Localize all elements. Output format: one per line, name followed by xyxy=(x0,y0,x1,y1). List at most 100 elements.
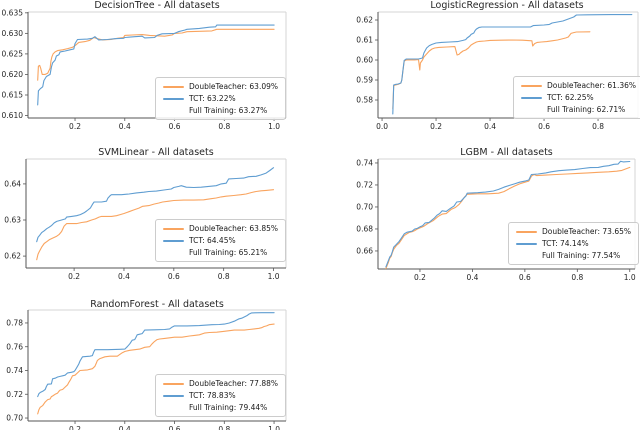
full-training-blank-sample xyxy=(521,109,542,111)
legend-label-tct: TCT: 78.83% xyxy=(188,391,236,400)
svg-text:0.68: 0.68 xyxy=(356,225,373,234)
legend-label-double-teacher: DoubleTeacher: 63.09% xyxy=(188,82,278,91)
legend-label-tct: TCT: 74.14% xyxy=(541,239,589,248)
svg-text:0.4: 0.4 xyxy=(119,425,131,430)
legend-item-double-teacher: DoubleTeacher: 61.36% xyxy=(520,81,636,90)
svg-text:1.0: 1.0 xyxy=(268,425,280,430)
decisiontree-plot-canvas: 0.2 0.4 0.6 0.8 1.0 0.610 0.615 0.620 0.625 0.630… xyxy=(2,8,287,131)
svg-text:0.4: 0.4 xyxy=(484,122,496,131)
svg-text:0.72: 0.72 xyxy=(6,390,23,399)
subplot-decisiontree: DecisionTree - All datasets 0.2 0.4 0.6 0.8… xyxy=(0,0,320,143)
legend-item-double-teacher: DoubleTeacher: 77.88% xyxy=(162,379,278,388)
svg-text:0.4: 0.4 xyxy=(466,273,478,282)
svg-text:0.74: 0.74 xyxy=(356,159,373,168)
logisticregression-plot-canvas: 0.0 0.2 0.4 0.6 0.8 0.58 0.59 0.60 0.61 0.62 xyxy=(356,11,639,131)
double-teacher-line-sample xyxy=(162,85,184,88)
plot-title-lgbm: LGBM - All datasets xyxy=(460,147,553,158)
legend-randomforest: DoubleTeacher: 77.88% TCT: 78.83% Full T… xyxy=(154,374,286,417)
svg-text:0.58: 0.58 xyxy=(356,96,373,105)
svg-text:0.70: 0.70 xyxy=(6,414,23,423)
svg-text:0.0: 0.0 xyxy=(376,122,388,131)
legend-item-tct: TCT: 63.22% xyxy=(162,94,278,103)
plot-title-logisticregression: LogisticRegression - All datasets xyxy=(430,0,584,11)
svg-text:1.0: 1.0 xyxy=(624,273,636,282)
svg-text:0.8: 0.8 xyxy=(571,273,583,282)
svg-text:0.76: 0.76 xyxy=(6,342,23,351)
legend-label-double-teacher: DoubleTeacher: 61.36% xyxy=(546,81,636,90)
svg-text:0.60: 0.60 xyxy=(356,56,373,65)
legend-item-full-training: Full Training: 65.21% xyxy=(163,248,278,257)
svg-text:0.8: 0.8 xyxy=(218,425,230,430)
svg-text:0.62: 0.62 xyxy=(4,252,21,261)
legend-label-full-training: Full Training: 79.44% xyxy=(188,403,268,412)
full-training-blank-sample xyxy=(163,110,184,112)
svg-text:0.2: 0.2 xyxy=(68,272,80,281)
svg-text:0.2: 0.2 xyxy=(430,122,442,131)
legend-label-tct: TCT: 63.22% xyxy=(188,94,236,103)
svg-text:0.6: 0.6 xyxy=(538,122,550,131)
tct-line-sample xyxy=(162,239,184,242)
subplot-lgbm: LGBM - All datasets 0.2 0.4 0.6 0.8 1.0 0.66 0… xyxy=(320,145,640,288)
legend-label-double-teacher: DoubleTeacher: 63.85% xyxy=(188,224,278,233)
double-teacher-line-sample xyxy=(162,227,184,230)
svg-text:0.635: 0.635 xyxy=(2,8,24,17)
svg-text:0.630: 0.630 xyxy=(2,29,24,38)
svg-text:0.78: 0.78 xyxy=(6,319,23,328)
legend-decisiontree: DoubleTeacher: 63.09% TCT: 63.22% Full T… xyxy=(154,77,286,120)
svg-text:0.8: 0.8 xyxy=(218,122,230,131)
legend-lgbm: DoubleTeacher: 73.65% TCT: 74.14% Full T… xyxy=(507,222,639,265)
svg-text:1.0: 1.0 xyxy=(268,272,280,281)
subplot-randomforest: RandomForest - All datasets 0.2 0.4 0.6 0.8… xyxy=(0,288,320,430)
legend-label-full-training: Full Training: 77.54% xyxy=(541,251,621,260)
full-training-blank-sample xyxy=(163,407,184,409)
legend-item-tct: TCT: 74.14% xyxy=(515,239,631,248)
legend-label-tct: TCT: 64.45% xyxy=(188,236,236,245)
svg-text:0.625: 0.625 xyxy=(2,50,24,59)
legend-label-full-training: Full Training: 62.71% xyxy=(546,105,626,114)
svg-text:0.64: 0.64 xyxy=(4,180,21,189)
svg-text:0.6: 0.6 xyxy=(519,273,531,282)
svg-text:0.2: 0.2 xyxy=(69,122,81,131)
svg-text:0.8: 0.8 xyxy=(592,122,604,131)
legend-logisticregression: DoubleTeacher: 61.36% TCT: 62.25% Full T… xyxy=(512,76,640,119)
double-teacher-line-sample xyxy=(515,230,537,233)
legend-item-full-training: Full Training: 62.71% xyxy=(521,105,636,114)
double-teacher-line-sample xyxy=(520,84,542,87)
randomforest-plot-canvas: 0.2 0.4 0.6 0.8 1.0 0.70 0.72 0.74 0.76 0.78 xyxy=(6,309,287,430)
legend-item-double-teacher: DoubleTeacher: 63.09% xyxy=(162,82,278,91)
plot-title-randomforest: RandomForest - All datasets xyxy=(90,299,224,310)
legend-item-double-teacher: DoubleTeacher: 73.65% xyxy=(515,227,631,236)
svg-text:0.4: 0.4 xyxy=(118,272,130,281)
tct-line-sample xyxy=(162,97,184,100)
svg-text:0.6: 0.6 xyxy=(169,425,181,430)
legend-item-double-teacher: DoubleTeacher: 63.85% xyxy=(162,224,278,233)
full-training-blank-sample xyxy=(163,252,184,254)
legend-item-tct: TCT: 64.45% xyxy=(162,236,278,245)
legend-label-full-training: Full Training: 65.21% xyxy=(188,248,268,257)
legend-label-double-teacher: DoubleTeacher: 73.65% xyxy=(541,227,631,236)
plot-title-svmlinear: SVMLinear - All datasets xyxy=(98,147,214,158)
legend-item-tct: TCT: 78.83% xyxy=(162,391,278,400)
svg-text:0.2: 0.2 xyxy=(69,425,81,430)
double-teacher-line-sample xyxy=(162,382,184,385)
legend-label-tct: TCT: 62.25% xyxy=(546,93,594,102)
lgbm-plot-canvas: 0.2 0.4 0.6 0.8 1.0 0.66 0.68 0.70 0.72 0.74 xyxy=(356,158,636,282)
svg-text:0.620: 0.620 xyxy=(2,70,24,79)
svg-text:0.6: 0.6 xyxy=(169,122,181,131)
legend-item-full-training: Full Training: 77.54% xyxy=(516,251,631,260)
legend-label-double-teacher: DoubleTeacher: 77.88% xyxy=(188,379,278,388)
legend-item-full-training: Full Training: 79.44% xyxy=(163,403,278,412)
svg-text:0.8: 0.8 xyxy=(218,272,230,281)
full-training-blank-sample xyxy=(516,255,537,257)
tct-line-sample xyxy=(520,96,542,99)
svg-text:0.62: 0.62 xyxy=(356,16,373,25)
plot-title-decisiontree: DecisionTree - All datasets xyxy=(94,0,220,11)
legend-item-full-training: Full Training: 63.27% xyxy=(163,106,278,115)
subplot-logisticregression: LogisticRegression - All datasets 0.0 0.2… xyxy=(320,0,640,143)
tct-line-sample xyxy=(515,242,537,245)
svg-text:0.2: 0.2 xyxy=(414,273,426,282)
svg-text:0.6: 0.6 xyxy=(168,272,180,281)
svg-text:0.72: 0.72 xyxy=(356,181,373,190)
svg-text:0.63: 0.63 xyxy=(4,216,21,225)
